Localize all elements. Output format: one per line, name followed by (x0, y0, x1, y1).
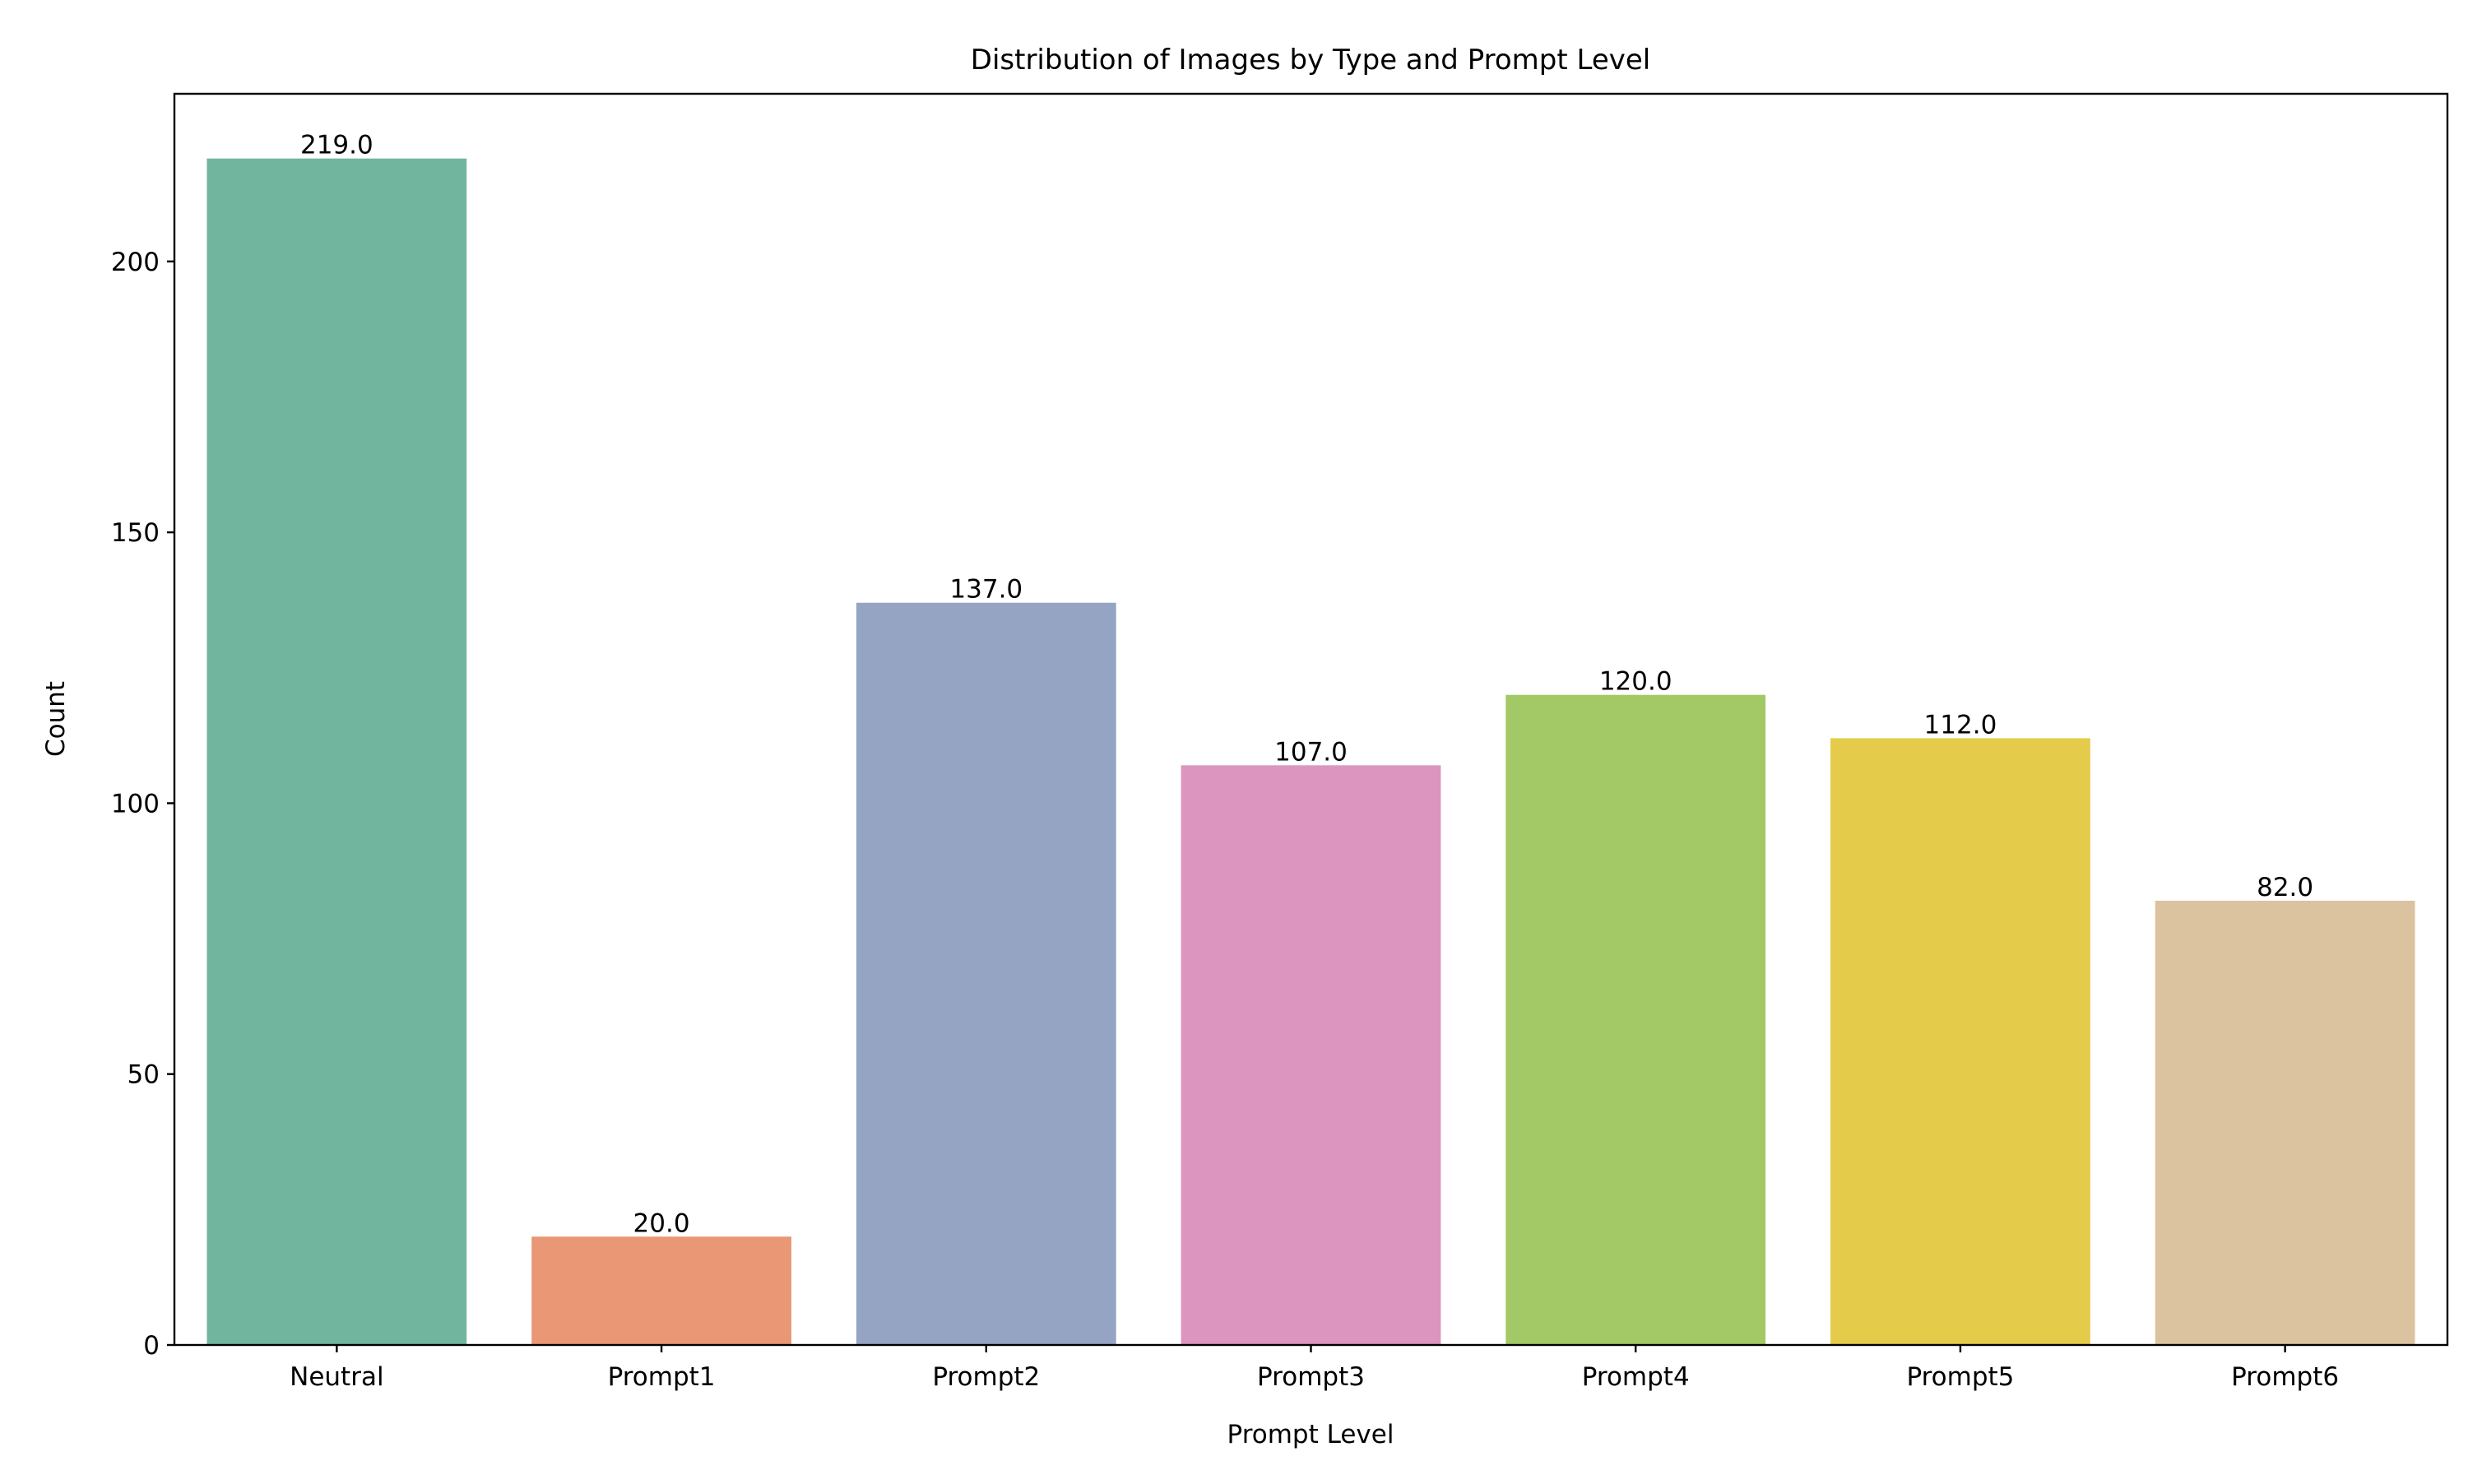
data-label-prompt1: 20.0 (633, 1208, 690, 1238)
bar-prompt6 (2155, 900, 2415, 1345)
y-tick-label-100: 100 (111, 789, 160, 819)
x-tick-label-prompt4: Prompt4 (1582, 1362, 1690, 1392)
x-tick-label-prompt1: Prompt1 (608, 1362, 716, 1392)
chart-title: Distribution of Images by Type and Promp… (971, 44, 1650, 77)
x-axis-label: Prompt Level (1227, 1420, 1394, 1449)
plot-area-frame (173, 92, 2449, 1347)
data-label-prompt6: 82.0 (2257, 873, 2313, 902)
x-tick-label-prompt6: Prompt6 (2231, 1362, 2339, 1392)
data-labels-layer: 219.0 20.0 137.0 107.0 120.0 112.0 82.0 (300, 131, 2313, 1239)
y-tick-label-150: 150 (111, 518, 160, 548)
x-tick-label-prompt2: Prompt2 (932, 1362, 1040, 1392)
data-label-prompt2: 137.0 (949, 575, 1023, 605)
data-label-neutral: 219.0 (300, 131, 373, 160)
y-tick-label-0: 0 (143, 1331, 160, 1361)
bar-prompt5 (1830, 738, 2090, 1345)
y-axis-label: Count (41, 681, 71, 757)
y-tick-label-50: 50 (128, 1060, 160, 1090)
data-label-prompt5: 112.0 (1924, 710, 1997, 740)
x-axis-ticks: Neutral Prompt1 Prompt2 Prompt3 Prompt4 Promp… (290, 1345, 2339, 1392)
data-label-prompt3: 107.0 (1274, 737, 1348, 767)
x-tick-label-prompt5: Prompt5 (1906, 1362, 2014, 1392)
bar-prompt3 (1181, 765, 1441, 1345)
bar-prompt4 (1505, 694, 1766, 1345)
x-tick-label-neutral: Neutral (290, 1362, 383, 1392)
bar-prompt1 (531, 1236, 791, 1345)
x-tick-label-prompt3: Prompt3 (1257, 1362, 1365, 1392)
y-tick-label-200: 200 (111, 248, 160, 277)
bars-layer (206, 158, 2415, 1346)
data-label-prompt4: 120.0 (1599, 667, 1672, 697)
bar-prompt2 (856, 602, 1116, 1345)
y-axis-ticks: 0 50 100 150 200 (111, 248, 174, 1361)
bar-neutral (206, 158, 467, 1346)
